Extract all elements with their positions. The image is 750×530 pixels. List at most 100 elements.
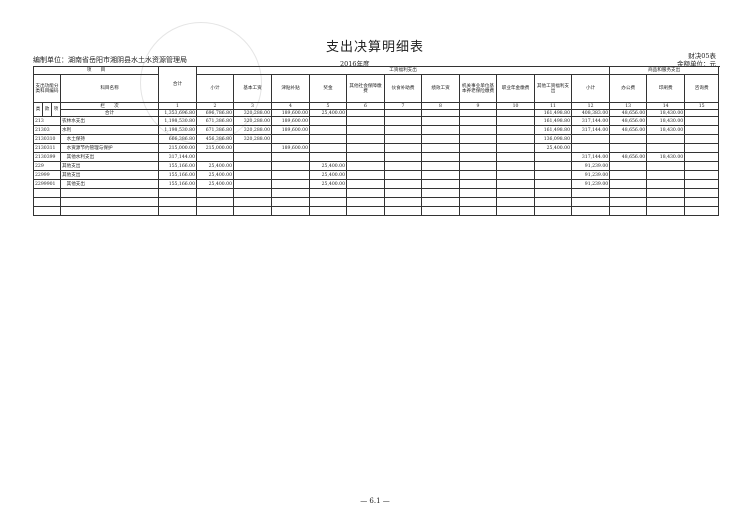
amount-cell: 189,600.00 <box>271 116 311 126</box>
form-number: 财决05表 <box>688 52 716 60</box>
amount-cell: 91,239.00 <box>571 179 611 189</box>
amount-cell <box>684 152 720 162</box>
amount-cell <box>459 134 498 144</box>
empty-cell <box>609 206 648 216</box>
amount-cell: 189,600.00 <box>271 125 311 135</box>
amount-cell: 317,144.00 <box>158 152 198 162</box>
amount-cell: 25,400.00 <box>309 179 348 189</box>
amount-cell <box>346 143 386 153</box>
amount-cell <box>496 125 536 135</box>
sum-cell: 18,430.00 <box>646 109 686 117</box>
amount-cell <box>609 143 648 153</box>
empty-cell <box>271 188 311 198</box>
kuan-header: 款 <box>42 102 52 117</box>
empty-cell <box>534 197 573 207</box>
column-header: 职业年金缴费 <box>496 74 536 103</box>
amount-cell <box>421 161 461 171</box>
total-header: 合计 <box>158 66 198 103</box>
amount-cell: 317,144.00 <box>571 152 611 162</box>
amount-cell <box>233 179 273 189</box>
amount-cell: 671,386.80 <box>196 125 235 135</box>
amount-cell: 155,166.00 <box>158 179 198 189</box>
sum-cell: 1,353,696.80 <box>158 109 198 117</box>
empty-cell <box>33 206 61 216</box>
amount-cell <box>609 134 648 144</box>
amount-cell <box>271 134 311 144</box>
empty-cell <box>684 206 720 216</box>
empty-cell <box>233 197 273 207</box>
amount-cell <box>684 161 720 171</box>
amount-cell: 48,656.00 <box>609 152 648 162</box>
amount-cell: 25,400.00 <box>309 161 348 171</box>
table-row: 2130310 水土保持 666,386.80 456,386.80 320,288.… <box>33 134 720 144</box>
amount-cell <box>233 152 273 162</box>
amount-cell: 25,400.00 <box>196 170 235 180</box>
empty-cell <box>684 197 720 207</box>
amount-cell <box>346 170 386 180</box>
amount-cell: 155,166.00 <box>158 161 198 171</box>
empty-cell <box>233 206 273 216</box>
amount-cell <box>684 134 720 144</box>
amount-cell <box>646 161 686 171</box>
table-row: 229 其他支出 155,166.00 25,400.00 25,400.00 91,23… <box>33 161 720 171</box>
amount-cell: 1,198,530.80 <box>158 125 198 135</box>
amount-cell <box>309 152 348 162</box>
empty-cell <box>684 188 720 198</box>
empty-cell <box>496 197 536 207</box>
amount-cell <box>346 152 386 162</box>
column-number: 2 <box>196 102 235 110</box>
page-title: 支出决算明细表 <box>325 40 424 55</box>
sum-cell <box>496 109 536 117</box>
empty-cell <box>271 206 311 216</box>
amount-cell <box>346 161 386 171</box>
amount-cell: 136,098.80 <box>534 134 573 144</box>
subject-name: 水资源节约管理与保护 <box>59 143 160 153</box>
empty-cell <box>646 206 686 216</box>
amount-cell: 456,386.80 <box>196 134 235 144</box>
empty-cell <box>459 188 498 198</box>
expenditure-detail-table: 项 目 合计 工资福利支出 商品和服务支出 支出功能分类科目编码 科目名称 小计… <box>32 66 720 216</box>
amount-cell <box>421 116 461 126</box>
column-header: 伙食补助费 <box>384 74 423 103</box>
amount-cell <box>421 179 461 189</box>
empty-cell <box>233 188 273 198</box>
amount-cell <box>421 152 461 162</box>
amount-cell: 25,400.00 <box>534 143 573 153</box>
sum-label: 合计 <box>59 109 160 117</box>
amount-cell: 666,386.80 <box>158 134 198 144</box>
amount-cell <box>309 116 348 126</box>
empty-cell <box>309 206 348 216</box>
empty-cell <box>609 197 648 207</box>
empty-cell <box>59 206 160 216</box>
empty-cell <box>158 206 198 216</box>
column-number: 10 <box>496 102 536 110</box>
column-header: 机关事业单位基本养老保险缴费 <box>459 74 498 103</box>
amount-cell <box>496 179 536 189</box>
subject-name: 其他支出 <box>59 179 160 189</box>
amount-cell <box>271 179 311 189</box>
amount-cell <box>233 170 273 180</box>
amount-cell: 25,400.00 <box>196 161 235 171</box>
amount-cell <box>571 143 611 153</box>
fiscal-year: 2016年度 <box>340 60 370 68</box>
empty-cell <box>571 206 611 216</box>
subject-name: 其他支出 <box>59 170 160 180</box>
column-number: 13 <box>609 102 648 110</box>
amount-cell <box>646 179 686 189</box>
amount-cell <box>421 125 461 135</box>
amount-cell <box>496 143 536 153</box>
amount-cell <box>384 170 423 180</box>
amount-cell <box>609 179 648 189</box>
form-info: 财决05表 金额单位：元 <box>677 52 716 68</box>
empty-row <box>33 188 720 198</box>
amount-cell: 18,430.00 <box>646 116 686 126</box>
amount-cell <box>196 152 235 162</box>
sum-cell <box>459 109 498 117</box>
amount-cell <box>684 125 720 135</box>
empty-cell <box>459 206 498 216</box>
table-row: 2130311 水资源节约管理与保护 215,000.00 215,000.00 18… <box>33 143 720 153</box>
empty-cell <box>421 197 461 207</box>
amount-cell <box>646 134 686 144</box>
lei-header: 类 <box>33 102 43 117</box>
amount-cell <box>646 170 686 180</box>
